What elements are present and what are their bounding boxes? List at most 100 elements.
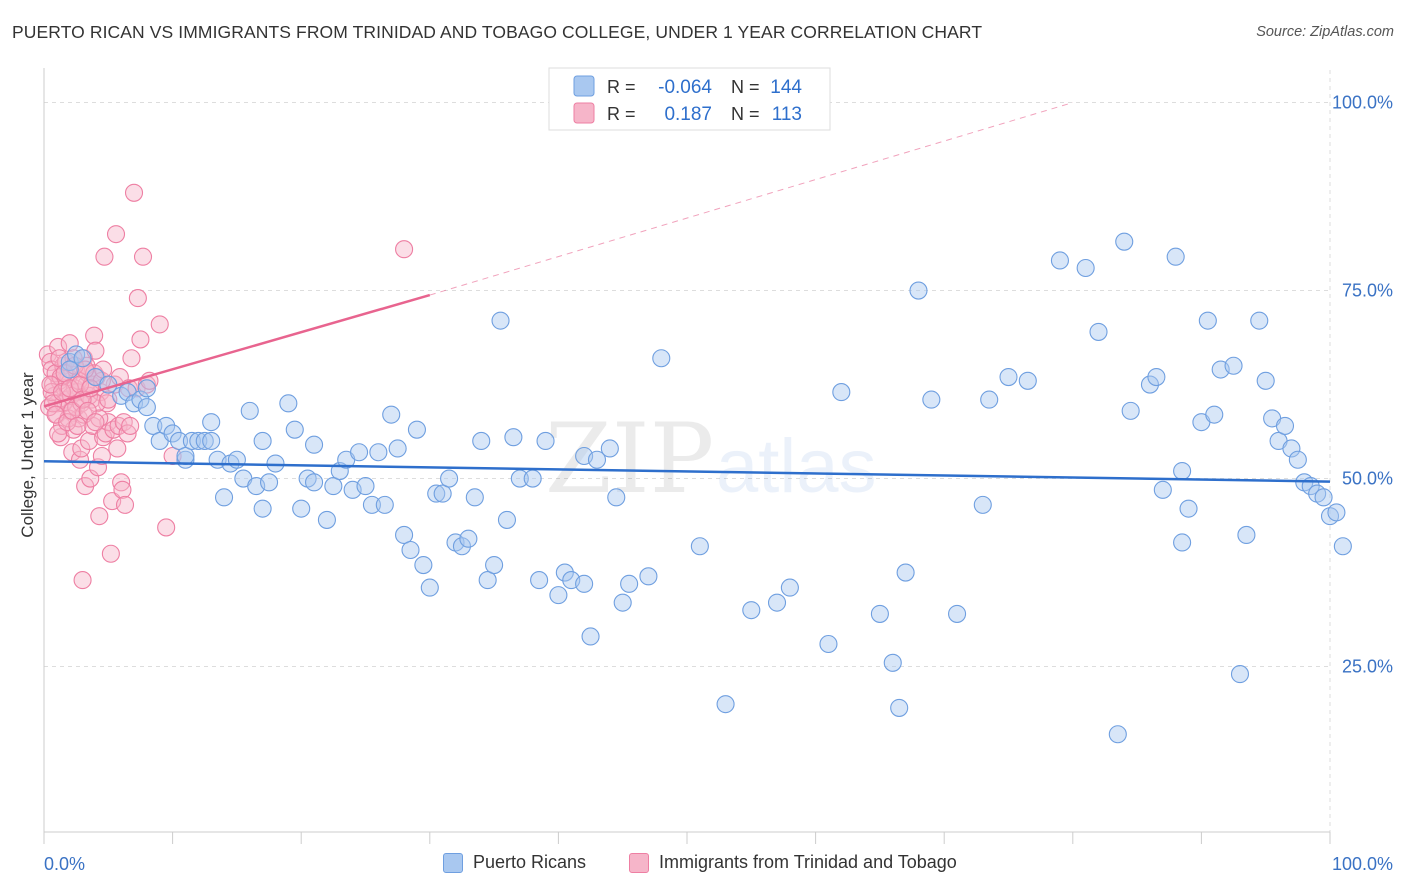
data-point-puerto-rican	[1333, 537, 1352, 556]
data-point-puerto-rican	[1076, 258, 1095, 278]
data-point-puerto-rican	[504, 428, 523, 447]
x-tick-label: 100.0%	[1332, 854, 1393, 874]
data-point-puerto-rican	[896, 563, 915, 582]
data-point-trinidad-tobago	[122, 349, 141, 368]
data-point-puerto-rican	[137, 398, 156, 417]
data-point-puerto-rican	[472, 431, 491, 451]
data-point-trinidad-tobago	[108, 439, 127, 458]
data-point-trinidad-tobago	[395, 240, 414, 259]
data-point-puerto-rican	[407, 420, 426, 439]
data-point-puerto-rican	[478, 571, 497, 590]
data-point-puerto-rican	[1173, 533, 1192, 552]
legend-bottom: Puerto Ricans Immigrants from Trinidad a…	[0, 852, 1406, 878]
data-point-trinidad-tobago	[60, 379, 79, 398]
legend-top: R = -0.064 N = 144 R = 0.187 N = 113	[548, 67, 831, 131]
data-point-puerto-rican	[388, 439, 407, 458]
data-point-puerto-rican	[607, 488, 626, 507]
data-point-puerto-rican	[305, 435, 324, 454]
data-point-trinidad-tobago	[60, 334, 79, 353]
data-point-trinidad-tobago	[38, 345, 57, 364]
data-point-puerto-rican	[639, 567, 658, 586]
data-point-puerto-rican	[1282, 439, 1301, 458]
legend-swatch-pink	[573, 102, 595, 124]
data-point-puerto-rican	[131, 390, 150, 409]
data-point-puerto-rican	[414, 555, 433, 575]
points-immigrants-trinidad-tobago	[38, 183, 414, 590]
data-point-trinidad-tobago	[157, 518, 176, 537]
data-point-puerto-rican	[317, 510, 336, 529]
data-point-trinidad-tobago	[121, 416, 140, 435]
data-point-puerto-rican	[1179, 499, 1198, 518]
data-point-puerto-rican	[716, 695, 735, 714]
data-point-puerto-rican	[581, 627, 600, 646]
data-point-trinidad-tobago	[90, 507, 109, 526]
watermark: ZIP atlas	[545, 403, 877, 515]
data-point-puerto-rican	[780, 578, 799, 597]
data-point-puerto-rican	[1205, 405, 1224, 424]
data-point-puerto-rican	[485, 555, 504, 575]
data-point-puerto-rican	[1166, 247, 1185, 266]
legend-r-label: R =	[607, 104, 636, 124]
data-point-puerto-rican	[137, 379, 156, 398]
watermark-atlas: atlas	[716, 424, 877, 509]
data-point-puerto-rican	[980, 390, 999, 409]
data-point-puerto-rican	[1198, 311, 1217, 330]
data-point-puerto-rican	[375, 495, 394, 514]
data-point-puerto-rican	[169, 431, 189, 451]
source-label: Source: ZipAtlas.com	[1256, 24, 1394, 40]
data-point-trinidad-tobago	[76, 360, 95, 379]
data-point-puerto-rican	[767, 593, 787, 612]
data-point-trinidad-tobago	[58, 413, 77, 432]
data-point-trinidad-tobago	[128, 289, 147, 308]
data-point-puerto-rican	[259, 473, 279, 492]
data-point-puerto-rican	[620, 574, 639, 593]
data-point-trinidad-tobago	[131, 330, 150, 349]
legend-label-trinidad-tobago: Immigrants from Trinidad and Tobago	[659, 852, 957, 872]
data-point-trinidad-tobago	[112, 473, 131, 492]
data-point-puerto-rican	[240, 401, 259, 420]
data-point-puerto-rican	[369, 443, 388, 462]
legend-label-puerto-ricans: Puerto Ricans	[473, 852, 587, 872]
data-point-puerto-rican	[491, 311, 510, 330]
data-point-puerto-rican	[1153, 480, 1172, 499]
data-point-puerto-rican	[1173, 461, 1192, 481]
data-point-trinidad-tobago	[85, 326, 104, 345]
data-point-puerto-rican	[1089, 322, 1108, 341]
data-point-puerto-rican	[1115, 232, 1134, 251]
data-point-puerto-rican	[253, 431, 272, 451]
data-point-puerto-rican	[395, 525, 414, 545]
legend-item-puerto-ricans: Puerto Ricans	[443, 852, 586, 873]
data-point-trinidad-tobago	[113, 480, 132, 499]
data-point-trinidad-tobago	[101, 544, 120, 563]
data-point-puerto-rican	[1327, 503, 1346, 522]
data-point-trinidad-tobago	[73, 571, 92, 590]
data-point-puerto-rican	[420, 578, 439, 597]
points-puerto-ricans	[60, 232, 1352, 744]
data-point-puerto-rican	[510, 469, 529, 488]
data-point-puerto-rican	[1018, 371, 1037, 390]
data-point-puerto-rican	[1288, 450, 1307, 469]
trend-layer	[43, 102, 1331, 483]
data-point-puerto-rican	[324, 477, 343, 496]
data-point-puerto-rican	[401, 540, 420, 560]
data-point-puerto-rican	[427, 484, 446, 503]
data-point-trinidad-tobago	[68, 416, 87, 435]
legend-n-value: 113	[772, 104, 802, 125]
data-point-puerto-rican	[266, 454, 285, 473]
data-point-trinidad-tobago	[124, 183, 144, 202]
data-point-puerto-rican	[497, 510, 517, 529]
data-point-puerto-rican	[163, 424, 182, 443]
data-point-puerto-rican	[356, 477, 375, 496]
axis-layer	[43, 68, 1331, 844]
data-point-puerto-rican	[1108, 725, 1127, 744]
data-point-puerto-rican	[600, 439, 619, 458]
data-point-puerto-rican	[523, 469, 542, 488]
data-point-puerto-rican	[832, 383, 851, 402]
legend-r-value: -0.064	[658, 77, 712, 98]
data-point-puerto-rican	[452, 537, 472, 556]
data-point-trinidad-tobago	[115, 495, 135, 514]
data-point-puerto-rican	[890, 698, 909, 717]
data-point-puerto-rican	[587, 450, 607, 469]
data-point-puerto-rican	[292, 499, 311, 518]
